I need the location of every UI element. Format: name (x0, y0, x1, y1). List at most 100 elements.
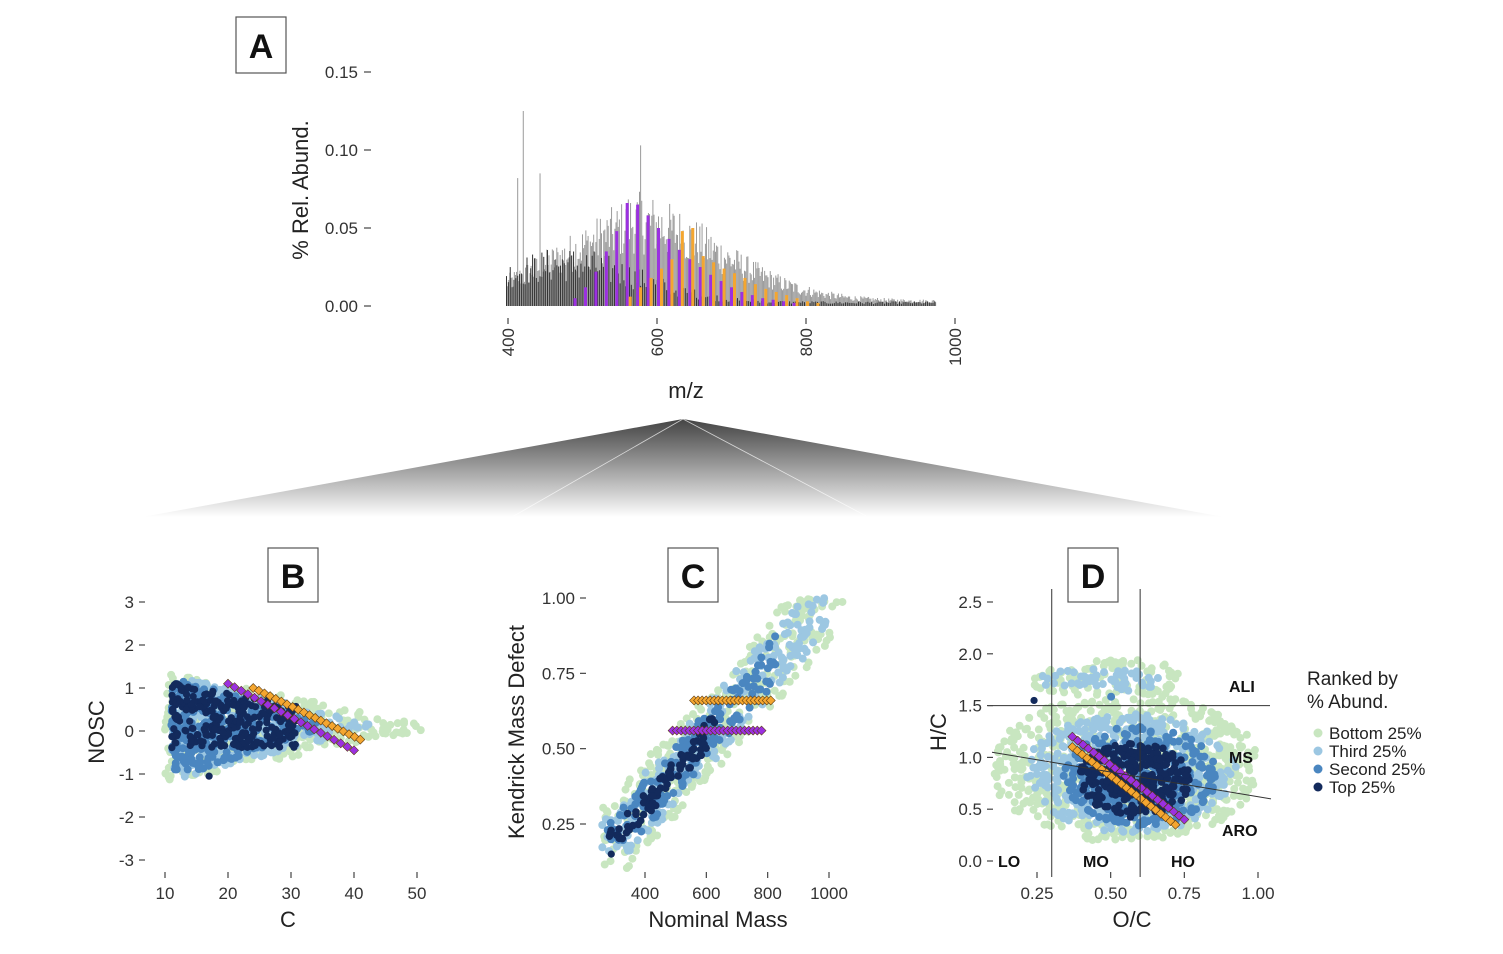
panel-a-x-tick-label: 800 (797, 328, 816, 356)
panel-b-axes: -3 -2 -1 0 1 2 3 10 20 30 40 50 (119, 593, 427, 903)
panel-b-point-top (168, 732, 176, 741)
panel-d-point-top (1104, 802, 1112, 811)
panel-c-point-top (674, 772, 682, 780)
panel-d-point-bottom (1004, 790, 1013, 799)
panel-c: 0.25 0.50 0.75 1.00 400 600 800 1000 C Nominal … (504, 547, 848, 932)
panel-c-point-second (669, 789, 678, 798)
panel-d-point-third (1213, 741, 1222, 750)
panel-b-point-bottom (319, 701, 328, 710)
panel-b-point-top (212, 697, 220, 705)
panel-c-point-second (731, 684, 740, 693)
panel-d-point-third (1035, 778, 1044, 787)
panel-c-point-bottom (703, 762, 712, 771)
panel-c-point-bottom (825, 633, 834, 642)
panel-d-point-third (1076, 718, 1085, 727)
panel-c-point-bottom (624, 862, 633, 871)
panel-b-y-tick-label: -1 (119, 765, 134, 784)
panel-c-point-bottom (812, 645, 821, 654)
panel-b-point-top (168, 705, 177, 713)
panel-b-point-bottom (275, 754, 284, 763)
panel-d-point-second (1083, 805, 1092, 814)
panel-d-point-bottom (1020, 751, 1029, 760)
panel-c-point-third (804, 600, 813, 609)
panel-c-point-bottom (646, 762, 655, 771)
panel-c-point-second (715, 735, 724, 744)
legend-item-third: Third 25% (1329, 742, 1406, 761)
panel-d-point-top (1177, 796, 1186, 805)
panel-a-bars (506, 111, 937, 306)
panel-b-label-box (267, 547, 319, 603)
panel-c-point-second (615, 811, 624, 820)
panel-c-point-third (786, 621, 795, 630)
panel-d-point-top (1168, 790, 1177, 799)
panel-d-axes: 0.0 0.5 1.0 1.5 2.0 2.5 0.25 0.50 0.75 1.00 (958, 589, 1275, 903)
panel-d-point-bottom (1017, 783, 1026, 792)
panel-d-point-top (1148, 770, 1156, 779)
panel-b-point-bottom (378, 727, 387, 736)
panel-b-purple-marker (236, 685, 247, 696)
panel-c-point-bottom (628, 854, 637, 863)
panel-c-point-second (771, 632, 780, 641)
panel-c-point-top (708, 715, 716, 723)
panel-d-point-second (1169, 728, 1178, 737)
panel-d-point-bottom (1129, 695, 1138, 704)
panel-d-point-bottom (1105, 705, 1114, 714)
panel-d-point-second (1094, 739, 1103, 748)
panel-d-point-bottom (1019, 799, 1028, 808)
panel-d-point-bottom (1080, 698, 1089, 707)
panel-d-point-bottom (1011, 783, 1020, 792)
panel-d-point-second (1198, 763, 1207, 772)
panel-d-point-second (1077, 798, 1086, 807)
panel-d-point-bottom (1171, 695, 1180, 704)
panel-b-purple-marker (302, 720, 313, 731)
panel-b-point-top (174, 713, 182, 722)
panel-d-point-bottom (1242, 794, 1251, 803)
panel-b-purple-marker (282, 710, 293, 721)
panel-d-point-third (1084, 821, 1093, 830)
panel-d-point-third (1127, 669, 1136, 678)
panel-a-y-tick-label: 0.15 (325, 63, 358, 82)
panel-c-point-second (646, 777, 655, 786)
panel-c-point-top (625, 826, 633, 834)
panel-d-point-second (1068, 770, 1077, 779)
panel-d-point-second (1174, 737, 1183, 746)
panel-d-point-third (1103, 713, 1112, 722)
panel-d-point-third (1100, 668, 1109, 677)
panel-b-point-top (222, 704, 230, 712)
panel-b-point-top (236, 718, 244, 727)
panel-d-point-bottom (1014, 790, 1023, 799)
panel-b-point-second (194, 765, 203, 774)
panel-c-point-bottom (773, 608, 782, 617)
zoom-fan-line-right (682, 418, 869, 518)
panel-b-point-bottom (396, 728, 405, 737)
panel-b: -3 -2 -1 0 1 2 3 10 20 30 40 50 B C NOSC (84, 547, 427, 932)
panel-d-point-bottom (1127, 659, 1136, 668)
panel-c-point-top (661, 784, 670, 793)
panel-d-point-bottom (1000, 737, 1009, 746)
panel-b-label: B (281, 558, 306, 596)
panel-d-point-bottom (1101, 832, 1110, 841)
panel-d-point-second (1198, 798, 1207, 807)
panel-d-point-bottom (1192, 821, 1201, 830)
panel-d-point-third (1029, 745, 1038, 754)
panel-c-point-bottom (735, 732, 744, 741)
panel-b-purple-marker (242, 689, 253, 700)
panel-d-point-third (1223, 766, 1232, 775)
panel-c-point-top (639, 810, 648, 819)
panel-d-point-third (1069, 810, 1078, 819)
region-aro-label: ARO (1222, 823, 1258, 840)
panel-d-point-third (1143, 711, 1152, 720)
panel-d-point-bottom (1248, 776, 1257, 785)
panel-d-point-second (1148, 815, 1157, 824)
panel-c-point-bottom (647, 834, 656, 843)
panel-b-purple-marker (296, 717, 306, 728)
panel-c-point-second (636, 786, 645, 795)
panel-c-point-bottom (781, 607, 790, 616)
panel-c-point-second (732, 715, 741, 724)
panel-b-point-top (191, 685, 199, 694)
panel-d-point-top (1079, 786, 1088, 794)
panel-d-point-bottom (1206, 716, 1215, 725)
panel-b-point-top (183, 696, 191, 704)
panel-c-point-second (682, 770, 691, 779)
panel-c-point-second (757, 653, 766, 662)
